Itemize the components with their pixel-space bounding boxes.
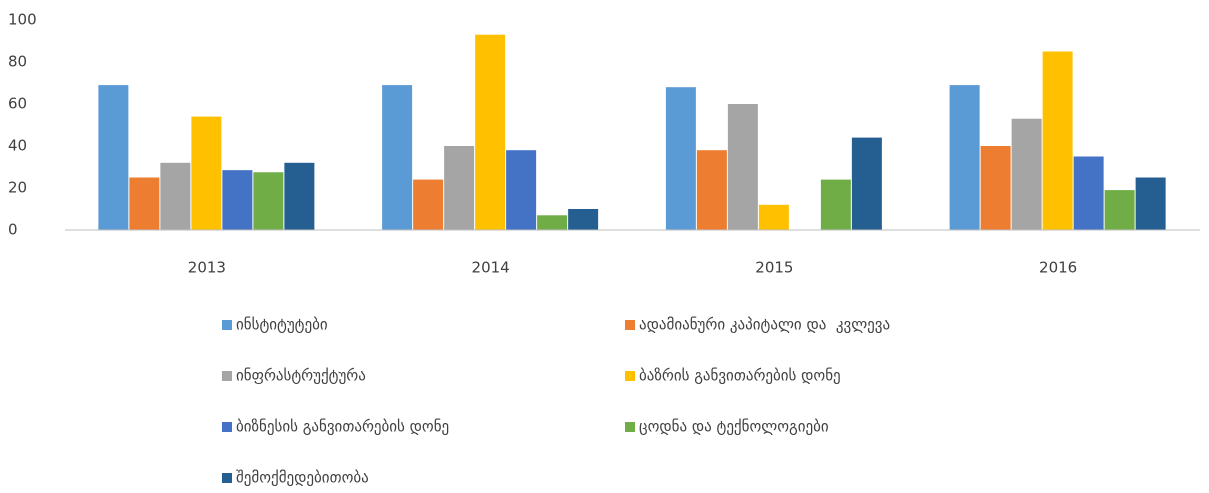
legend-marker [625,320,635,330]
legend-marker [222,422,232,432]
bar [1104,190,1135,230]
bar [727,104,758,230]
legend-marker [625,422,635,432]
bar [382,85,413,230]
bar [1042,51,1073,230]
bar [1073,156,1104,230]
y-tick-label: 80 [8,53,27,71]
bar [160,162,191,230]
legend-marker [222,371,232,381]
bar [820,179,851,230]
bar [696,150,727,230]
legend-marker [625,371,635,381]
bar [1011,118,1042,230]
bar [475,34,506,231]
legend-label: ბაზრის განვითარების დონე [639,367,841,385]
bar [253,172,284,230]
x-tick-label: 2016 [1039,259,1077,277]
bar [222,170,253,230]
x-tick-label: 2013 [188,259,226,277]
bar [191,116,222,230]
legend-label: ინსტიტუტები [236,316,328,334]
bar [129,177,160,230]
bar [444,146,475,230]
bar [665,87,696,230]
bar [851,137,882,230]
legend-label: ბიზნესის განვითარების დონე [236,418,449,436]
bar [537,215,568,230]
bar [1135,177,1166,230]
y-tick-label: 40 [8,137,27,155]
y-tick-label: 20 [8,179,27,197]
bar [980,146,1011,230]
x-tick-label: 2015 [755,259,793,277]
bar [758,204,789,230]
y-tick-label: 0 [8,221,18,239]
legend-label: შემოქმედებითობა [236,469,369,487]
y-tick-label: 60 [8,95,27,113]
bar [568,209,599,230]
legend-label: ადამიანური კაპიტალი და კვლევა [639,316,890,334]
legend-label: ცოდნა და ტექნოლოგიები [639,418,829,436]
legend-marker [222,473,232,483]
bar [413,179,444,230]
bar [284,162,315,230]
legend-label: ინფრასტრუქტურა [236,367,366,385]
x-tick-label: 2014 [472,259,510,277]
y-tick-label: 100 [8,11,37,29]
bar [506,150,537,230]
bar [949,85,980,230]
bar [98,85,129,230]
legend-marker [222,320,232,330]
